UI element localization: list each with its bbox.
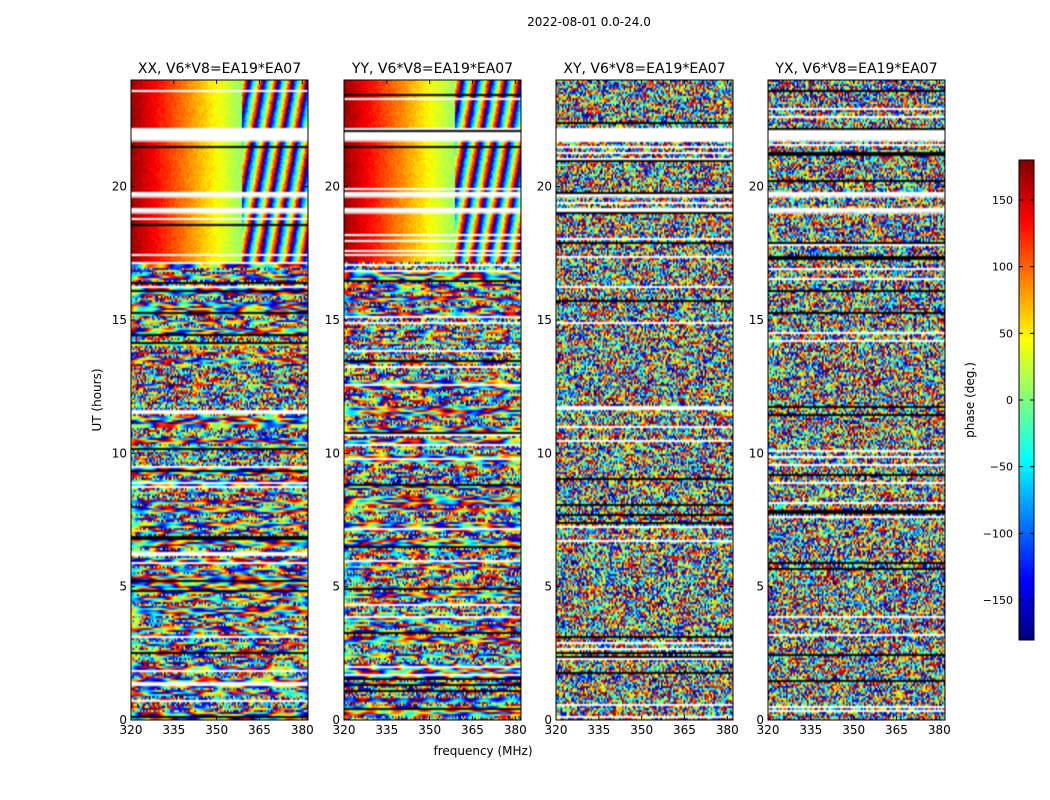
phase-heatmap (556, 80, 733, 720)
colorbar-tick-label: 100 (992, 261, 1013, 274)
y-tick-label: 5 (544, 580, 552, 594)
y-tick-label: 15 (112, 313, 127, 327)
colorbar-label: phase (deg.) (963, 362, 977, 438)
colorbar-ticks: 150 100 50 0 −50 −100 −150 (983, 194, 1034, 607)
panel-4: YX, V6*V8=EA19*EA07 320 335 350 365 380 0 5 10 15… (749, 61, 951, 737)
y-tick-label: 20 (325, 180, 340, 194)
colorbar-tick-label: 150 (992, 194, 1013, 207)
y-tick-label: 20 (537, 180, 552, 194)
colorbar-tick-label: −100 (983, 527, 1013, 540)
x-tick-label: 335 (799, 723, 822, 737)
x-tick-label: 380 (928, 723, 951, 737)
x-tick-label: 380 (291, 723, 314, 737)
x-tick-label: 320 (333, 723, 356, 737)
panel-frame (343, 79, 522, 721)
x-tick-label: 380 (504, 723, 527, 737)
colorbar-tick-label: −50 (990, 461, 1013, 474)
x-tick-label: 320 (757, 723, 780, 737)
y-tick-label: 5 (119, 580, 127, 594)
panel-1: XX, V6*V8=EA19*EA07 320 335 350 365 380 0 5 10 15… (112, 61, 314, 737)
y-axis-label: UT (hours) (90, 368, 104, 431)
y-tick-label: 5 (756, 580, 764, 594)
x-axis-label: frequency (MHz) (433, 744, 532, 758)
y-tick-label: 10 (325, 446, 340, 460)
x-tick-label: 335 (375, 723, 398, 737)
y-tick-label: 10 (749, 446, 764, 460)
panel-frame (130, 79, 309, 721)
x-tick-label: 350 (630, 723, 653, 737)
y-tick-label: 5 (332, 580, 340, 594)
x-tick-label: 365 (673, 723, 696, 737)
panel-2: YY, V6*V8=EA19*EA07 320 335 350 365 380 0 5 10 15… (325, 61, 527, 737)
panel-frame (555, 79, 734, 721)
y-tick-label: 0 (756, 713, 764, 727)
y-tick-label: 15 (537, 313, 552, 327)
y-tick-label: 15 (749, 313, 764, 327)
x-tick-label: 350 (205, 723, 228, 737)
x-tick-label: 335 (587, 723, 610, 737)
phase-heatmap (768, 80, 945, 720)
colorbar-tick-label: 50 (999, 327, 1013, 340)
x-tick-label: 335 (162, 723, 185, 737)
x-tick-label: 365 (885, 723, 908, 737)
y-tick-label: 0 (332, 713, 340, 727)
x-tick-label: 365 (461, 723, 484, 737)
y-tick-label: 15 (325, 313, 340, 327)
x-tick-label: 320 (120, 723, 143, 737)
panel-title: YY, V6*V8=EA19*EA07 (351, 61, 513, 77)
panel-title: XY, V6*V8=EA19*EA07 (563, 61, 725, 77)
x-tick-label: 365 (248, 723, 271, 737)
panels: XX, V6*V8=EA19*EA07 320 335 350 365 380 0 5 10 15… (112, 61, 951, 737)
colorbar: 150 100 50 0 −50 −100 −150 phase (deg.) (963, 159, 1035, 641)
y-tick-label: 0 (544, 713, 552, 727)
x-tick-label: 350 (842, 723, 865, 737)
y-tick-label: 0 (119, 713, 127, 727)
y-tick-label: 20 (749, 180, 764, 194)
x-tick-label: 320 (545, 723, 568, 737)
phase-heatmap (344, 80, 521, 720)
panel-3: XY, V6*V8=EA19*EA07 320 335 350 365 380 0 5 10 15… (537, 61, 739, 737)
figure-suptitle: 2022-08-01 0.0-24.0 (527, 15, 651, 29)
y-tick-label: 10 (112, 446, 127, 460)
colorbar-tick-label: 0 (1006, 394, 1013, 407)
y-tick-label: 20 (112, 180, 127, 194)
x-tick-label: 380 (716, 723, 739, 737)
colorbar-tick-label: −150 (983, 594, 1013, 607)
panel-title: XX, V6*V8=EA19*EA07 (138, 61, 301, 77)
x-tick-label: 350 (418, 723, 441, 737)
panel-title: YX, V6*V8=EA19*EA07 (774, 61, 937, 77)
phase-heatmap (131, 80, 308, 720)
panel-frame (767, 79, 946, 721)
y-tick-label: 10 (537, 446, 552, 460)
